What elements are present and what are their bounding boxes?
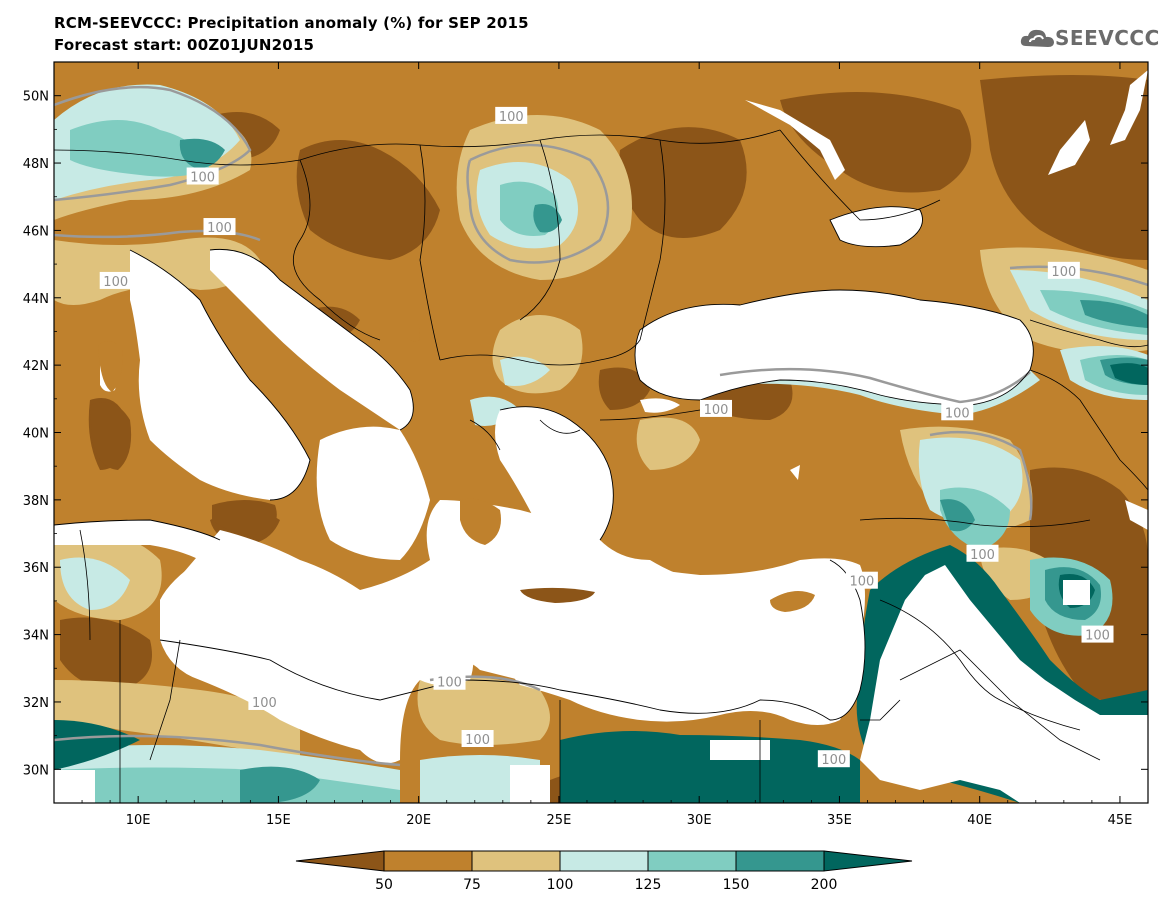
- x-tick-label: 35E: [827, 813, 852, 828]
- contour-label-bg: [99, 271, 132, 289]
- colorbar-level-label: 100: [547, 877, 574, 893]
- contour-label-bg: [495, 106, 528, 124]
- x-tick-label: 45E: [1108, 813, 1133, 828]
- contour-label: 100: [845, 571, 878, 590]
- contour-label-text: 100: [190, 171, 215, 186]
- contour-label-bg: [1081, 625, 1114, 643]
- y-axis: 50N 48N 46N 44N 42N 40N 38N 36N 34N 32N 30N: [23, 61, 1148, 804]
- y-tick-label: 40N: [23, 427, 49, 442]
- x-axis: 10E 15E 20E 25E 30E 35E 40E 45E: [53, 62, 1149, 828]
- y-tick-label: 32N: [23, 696, 49, 711]
- contour-label-bg: [461, 730, 494, 748]
- y-tick-label: 38N: [23, 494, 49, 509]
- contour-label-text: 100: [499, 110, 524, 125]
- contour-label-text: 100: [103, 275, 128, 290]
- field-150-200: [179, 138, 1148, 803]
- contour-label: 100: [461, 730, 494, 748]
- y-tick-label: 48N: [23, 157, 49, 172]
- contour-label-bg: [941, 403, 974, 421]
- contour-label: 100: [1081, 625, 1114, 644]
- contour-label-text: 100: [849, 575, 874, 590]
- contour-label: 100: [203, 218, 236, 236]
- colorbar-level-label: 200: [811, 877, 838, 893]
- y-tick-label: 44N: [23, 292, 49, 307]
- x-tick-label: 20E: [406, 813, 431, 828]
- title-line-2: Forecast start: 00Z01JUN2015: [54, 36, 315, 54]
- x-tick-label: 30E: [687, 813, 712, 828]
- islands: [90, 300, 815, 612]
- contour-label: 100: [495, 106, 528, 125]
- contour-label-bg: [203, 218, 236, 236]
- contour-label: 100: [186, 167, 219, 186]
- contour-label: 100: [817, 750, 850, 768]
- contour-label-bg: [1047, 261, 1080, 279]
- contour-label-text: 100: [1085, 629, 1110, 644]
- colorbar: 50 75 100 125 150 200: [295, 850, 913, 893]
- colorbar-bin: [735, 850, 825, 872]
- logo-text: SEEVCCC: [1055, 26, 1160, 50]
- y-tick-label: 42N: [23, 359, 49, 374]
- contour-label-text: 100: [970, 548, 995, 563]
- colorbar-bin: [383, 850, 473, 872]
- colorbar-level-label: 75: [463, 877, 481, 893]
- colorbar-bin: [471, 850, 561, 872]
- contour-label: 100: [99, 271, 132, 290]
- x-tick-label: 15E: [266, 813, 291, 828]
- contour-label-bg: [966, 544, 999, 562]
- colorbar-level-label: 150: [723, 877, 750, 893]
- y-tick-label: 36N: [23, 561, 49, 576]
- contour-label: 100: [700, 399, 733, 418]
- colorbar-bin: [559, 850, 649, 872]
- y-tick-label: 50N: [23, 90, 49, 105]
- contour-label-text: 100: [945, 406, 970, 421]
- map-fields: 100 100 100 100 100 100 100 100 100 100 100 100 100 1…: [54, 62, 1148, 803]
- x-tick-label: 25E: [547, 813, 572, 828]
- contour-label-text: 100: [252, 696, 277, 711]
- cloud-icon: [1020, 29, 1054, 47]
- title-line-1: RCM-SEEVCCC: Precipitation anomaly (%) f…: [54, 14, 529, 32]
- y-tick-label: 34N: [23, 629, 49, 644]
- colorbar-level-label: 50: [375, 877, 393, 893]
- contour-label-text: 100: [465, 733, 490, 748]
- y-tick-label: 30N: [23, 763, 49, 778]
- x-tick-label: 40E: [967, 813, 992, 828]
- contour-labels: 100 100 100 100 100 100 100 100 100 100 100 100 100 1…: [99, 106, 1114, 768]
- contour-label-text: 100: [437, 676, 462, 691]
- contour-label: 100: [248, 692, 281, 711]
- contour-label-bg: [845, 571, 878, 589]
- chart-title: RCM-SEEVCCC: Precipitation anomaly (%) f…: [54, 12, 529, 56]
- borders: [54, 129, 1148, 803]
- contour-label: 100: [941, 403, 974, 421]
- colorbar-high-arrow: [823, 850, 913, 872]
- contour-label-text: 100: [821, 753, 846, 768]
- x-tick-label: 10E: [126, 813, 151, 828]
- contour-label-bg: [700, 399, 733, 417]
- contour-label: 100: [1047, 261, 1080, 280]
- contour-label-bg: [248, 692, 281, 710]
- contour-label-text: 100: [207, 221, 232, 236]
- contour-label-text: 100: [704, 403, 729, 418]
- y-tick-label: 46N: [23, 224, 49, 239]
- contour-label-bg: [186, 167, 219, 185]
- contour-label: 100: [966, 544, 999, 563]
- contour-label: 100: [433, 672, 466, 691]
- contour-label-bg: [433, 672, 466, 690]
- contour-label-text: 100: [1051, 265, 1076, 280]
- colorbar-bin: [647, 850, 737, 872]
- field-masked: [54, 465, 1148, 803]
- contour-label-bg: [817, 750, 850, 768]
- colorbar-level-label: 125: [635, 877, 662, 893]
- colorbar-low-arrow: [295, 850, 385, 872]
